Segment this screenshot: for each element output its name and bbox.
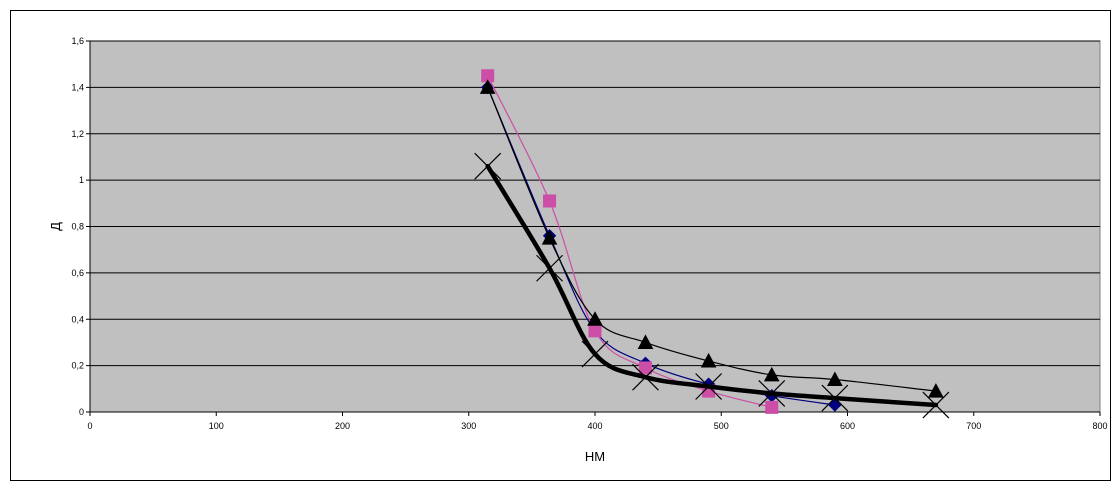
y-tick-label: 0,8 [71,222,84,232]
x-tick-label: 800 [1092,421,1107,431]
axes: 0 0,2 0,4 0,6 0,8 1 1,2 1,4 1,6 0 100 200 300 400 500 6… [71,36,1107,431]
x-tick-label: 100 [209,421,224,431]
square-marker [765,400,779,414]
series-4 [474,152,950,419]
x-marker [474,152,502,180]
x-marker [581,340,609,368]
series-group [474,69,950,419]
y-tick-label: 0,2 [71,361,84,371]
x-marker [758,380,786,407]
triangle-marker [928,383,944,398]
x-marker [632,363,659,391]
triangle-marker [587,311,603,326]
y-axis-title: Д [48,222,63,231]
x-tick-label: 500 [714,421,729,431]
x-tick-label: 200 [335,421,350,431]
x-tick-label: 0 [87,421,92,431]
y-tick-label: 0 [79,407,84,417]
square-marker [588,324,602,338]
x-tick-label: 400 [587,421,602,431]
x-marker [922,391,950,419]
triangle-marker [637,334,654,349]
x-marker [536,254,563,282]
y-tick-label: 0,4 [71,314,84,324]
square-marker [543,194,557,208]
diamond-marker [828,398,842,412]
triangle-marker [700,352,717,368]
x-marker [821,384,849,412]
x-marker [695,373,723,400]
y-tick-label: 1 [79,175,84,185]
square-marker [639,361,652,375]
x-tick-label: 300 [461,421,476,431]
x-axis-title: HM [585,449,605,464]
x-tick-label: 600 [840,421,855,431]
triangle-marker [541,230,558,245]
y-tick-label: 1,4 [71,82,84,92]
y-tick-label: 1,2 [71,129,84,139]
series-2 [481,69,779,414]
x-tick-label: 700 [966,421,981,431]
y-tick-label: 0,6 [71,268,84,278]
triangle-marker [763,366,780,382]
y-tick-label: 1,6 [71,36,84,46]
triangle-marker [479,79,496,94]
triangle-marker [827,371,843,387]
series-3 [479,79,944,398]
